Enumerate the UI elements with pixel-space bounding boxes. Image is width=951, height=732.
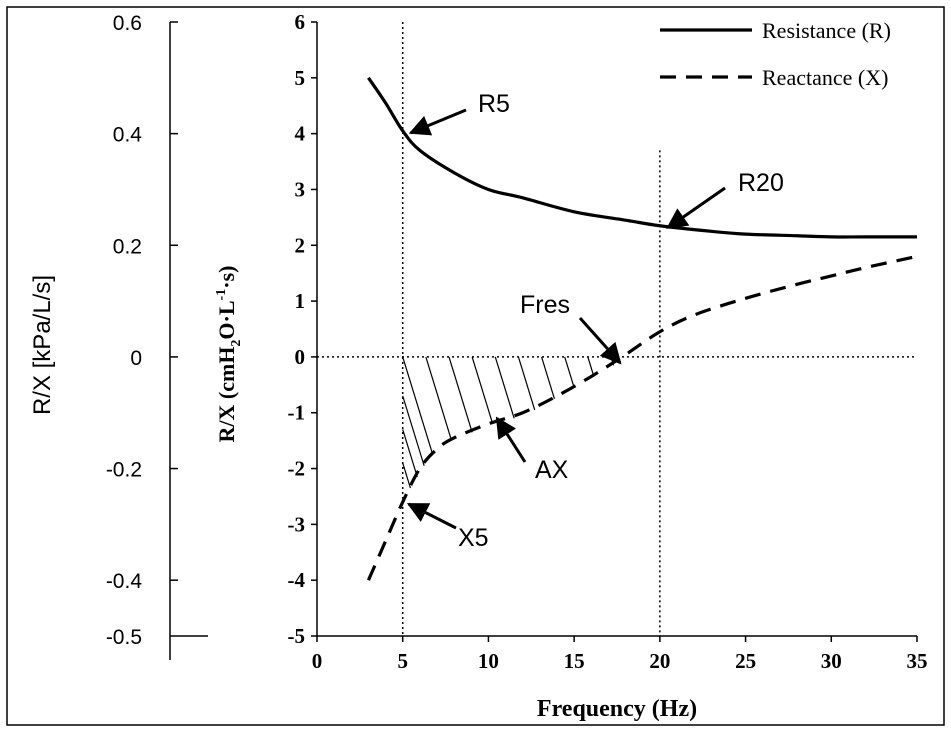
x-axis-label: Frequency (Hz) <box>537 696 697 722</box>
legend: Resistance (R) Reactance (X) <box>660 18 891 90</box>
hatch-line <box>402 429 418 478</box>
y-tick-label: -1 <box>288 401 306 425</box>
secondary-y-tick-label: -0.2 <box>106 459 142 482</box>
annotation-fres: Fres <box>520 291 622 365</box>
x-tick-label: 5 <box>397 649 408 673</box>
series-line-resistance <box>367 76 917 239</box>
y-tick-label: -3 <box>288 512 306 536</box>
annotation-arrow <box>495 416 527 463</box>
hatch-line <box>448 356 473 433</box>
secondary-y-tick-label: -0.4 <box>106 570 143 593</box>
x-tick-label: 30 <box>821 649 842 673</box>
annotation-x5: X5 <box>406 502 489 552</box>
secondary-y-axis-label: R/X [kPa/L/s] <box>29 275 56 415</box>
annotation-arrow <box>408 108 467 136</box>
legend-label: Reactance (X) <box>762 65 888 90</box>
legend-label: Resistance (R) <box>762 18 891 43</box>
x-tick-label: 0 <box>312 649 323 673</box>
secondary-y-tick-label: 0 <box>130 347 142 370</box>
hatch-line <box>564 356 575 388</box>
x-tick-label: 10 <box>478 649 499 673</box>
shaded-area-ax <box>402 356 615 489</box>
annotation-label: X5 <box>458 524 489 552</box>
hatch-line <box>402 356 434 455</box>
secondary-y-tick-label: 0.4 <box>113 124 143 147</box>
legend-item-reactance: Reactance (X) <box>660 65 888 90</box>
annotations: R5 R20 Fres AX X5 <box>406 90 784 552</box>
annotation-r5: R5 <box>408 90 510 136</box>
hatch-line <box>540 356 556 399</box>
y-axis-label: R/X (cmH2O·L-1·s) <box>214 266 244 443</box>
secondary-y-axis: 0.6 0.4 0.2 0 -0.2 -0.4 -0.5 <box>106 12 208 660</box>
y-tick-label: 1 <box>295 289 306 313</box>
annotation-arrow <box>406 502 457 530</box>
y-tick-label: 5 <box>295 66 306 90</box>
annotation-label: R20 <box>738 169 784 197</box>
annotation-label: Fres <box>520 291 570 319</box>
y-tick-label: 3 <box>295 177 306 201</box>
secondary-y-tick-label: 0.6 <box>113 12 142 35</box>
annotation-ax: AX <box>495 416 569 484</box>
y-tick-label: 6 <box>295 10 306 34</box>
y-tick-label: 4 <box>295 122 306 146</box>
main-axes: -5 -4 -3 -2 -1 0 1 2 3 4 5 6 0 5 10 15 20 25 30 35 <box>288 10 928 673</box>
y-tick-label: 2 <box>295 233 306 257</box>
y-tick-label: -4 <box>288 568 306 592</box>
secondary-y-tick-label: 0.2 <box>113 235 142 258</box>
secondary-y-tick-label: -0.5 <box>106 626 142 649</box>
hatch-line <box>402 395 425 466</box>
x-tick-label: 20 <box>649 649 670 673</box>
hatch-line <box>517 356 536 411</box>
annotation-label: AX <box>535 456 569 484</box>
annotation-arrow <box>666 186 726 229</box>
y-tick-label: -2 <box>288 457 306 481</box>
series-line-reactance <box>366 254 918 581</box>
annotation-label: R5 <box>478 90 510 118</box>
x-tick-label: 15 <box>564 649 585 673</box>
hatch-line <box>494 356 515 419</box>
annotation-r20: R20 <box>666 169 784 229</box>
annotation-arrow <box>578 317 622 365</box>
hatch-line <box>587 356 595 377</box>
series-layer <box>366 76 918 581</box>
hatch-line <box>402 462 412 489</box>
y-tick-label: 0 <box>295 345 306 369</box>
x-tick-label: 25 <box>735 649 756 673</box>
x-tick-label: 35 <box>907 649 928 673</box>
legend-item-resistance: Resistance (R) <box>660 18 891 43</box>
y-tick-label: -5 <box>288 624 306 648</box>
hatch-line <box>471 356 494 425</box>
hatch-line <box>425 356 453 441</box>
